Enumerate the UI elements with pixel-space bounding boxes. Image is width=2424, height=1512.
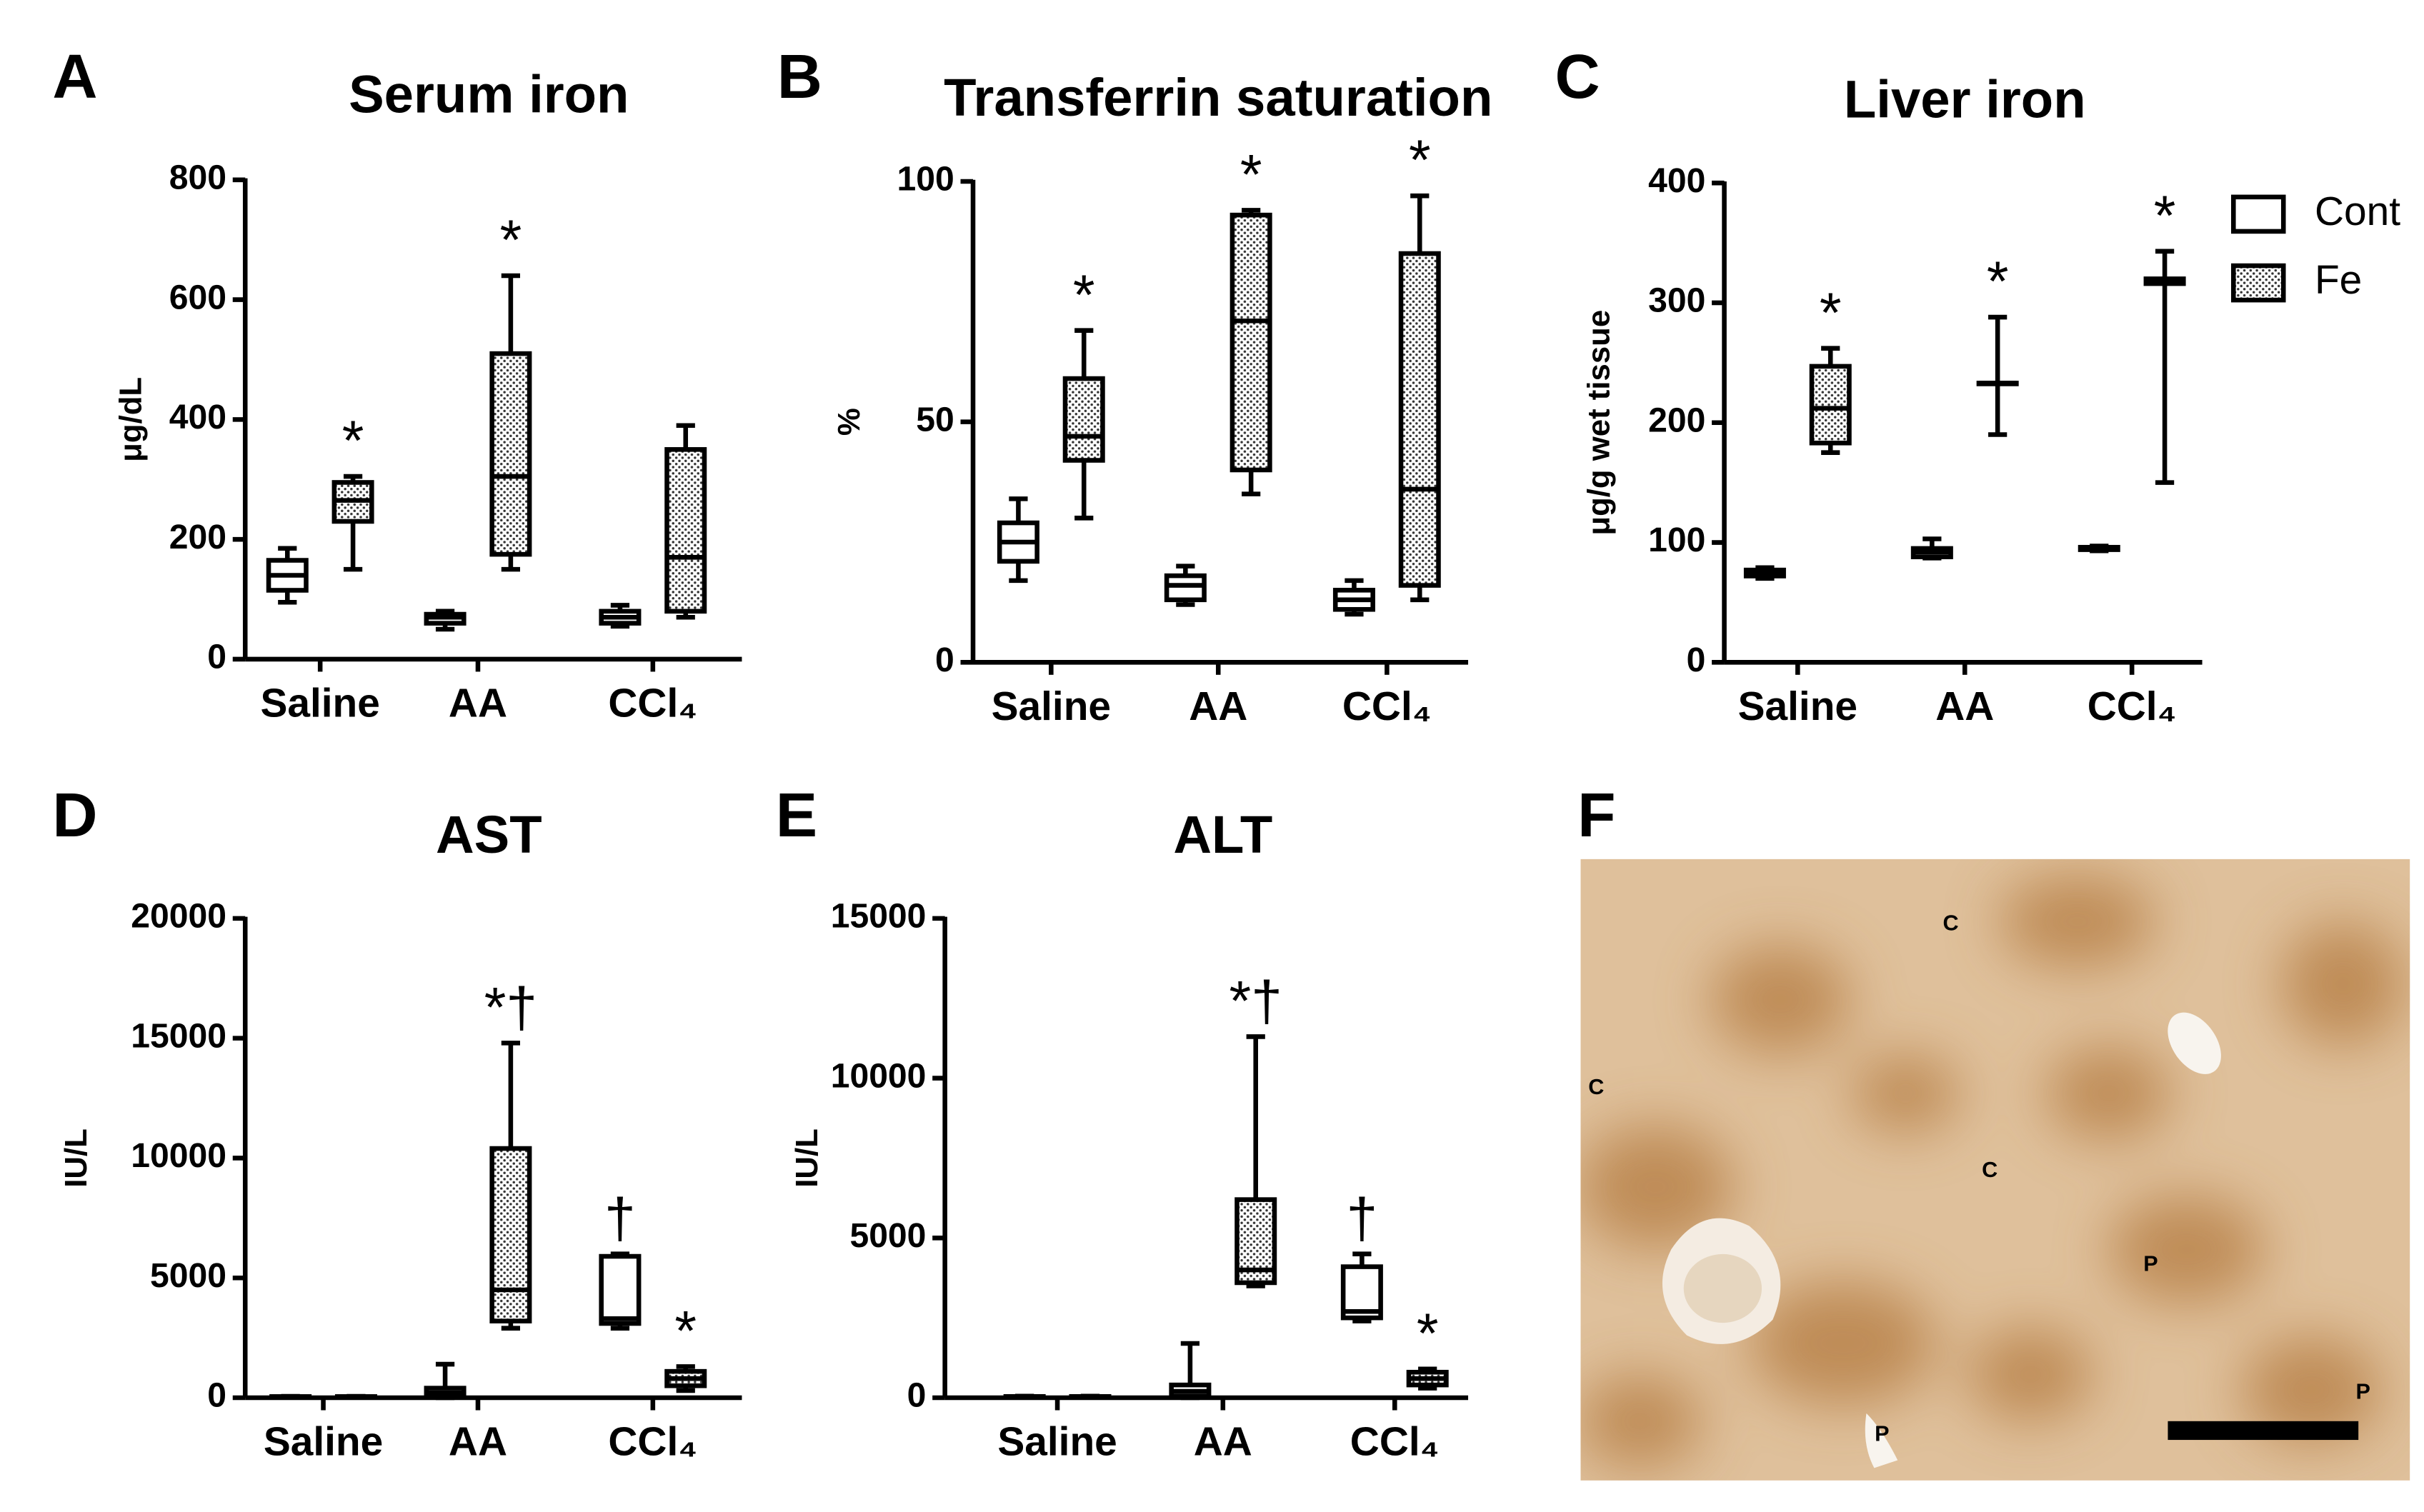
chart-panel: D AST IU/L † *† * 0 5000 10000 15000 20000 Saline AA…	[52, 780, 742, 1465]
y-tick-label: 0	[907, 1376, 927, 1415]
region-label: C	[1943, 911, 1959, 936]
y-tick-label: 200	[1648, 401, 1705, 439]
annotation: *	[1409, 129, 1431, 191]
chart-panel: E ALT IU/L † *† * 0 5000 10000 15000 Saline AA CCl₄	[776, 780, 1469, 1465]
annotation: *	[500, 209, 522, 271]
box	[664, 447, 707, 614]
legend-label: Cont	[2315, 189, 2400, 234]
x-tick-label: Saline	[260, 681, 379, 726]
annotation: *†	[1230, 969, 1282, 1032]
x-tick-label: Saline	[997, 1420, 1117, 1465]
annotation: *	[342, 409, 364, 472]
y-tick-label: 5000	[849, 1216, 926, 1255]
region-label: P	[2356, 1380, 2370, 1404]
y-axis-label: %	[832, 408, 867, 436]
legend-swatch	[2231, 263, 2286, 303]
y-tick-label: 15000	[131, 1016, 226, 1055]
scale-bar	[2168, 1421, 2359, 1441]
micrograph-panel: F C C C P P P	[1577, 780, 2410, 1481]
x-tick-label: CCl₄	[1350, 1420, 1440, 1465]
x-tick-label: CCl₄	[608, 681, 697, 726]
x-tick-label: Saline	[264, 1420, 383, 1465]
micrograph	[1580, 858, 2410, 1481]
region-label: C	[1982, 1158, 1997, 1182]
x-tick-label: CCl₄	[2088, 684, 2177, 729]
y-tick-label: 200	[169, 518, 226, 556]
panel-letter: C	[1555, 41, 1600, 111]
y-tick-label: 100	[1648, 521, 1705, 559]
annotation: *	[2154, 184, 2176, 247]
box	[489, 351, 532, 557]
annotation: *	[1820, 281, 1842, 344]
y-axis-label: μg/dL	[113, 377, 148, 462]
chart-title: Serum iron	[349, 65, 629, 124]
x-tick-label: AA	[1935, 684, 1994, 729]
region-label: P	[1875, 1422, 1889, 1446]
y-tick-label: 0	[207, 1376, 226, 1415]
box	[1164, 573, 1207, 603]
panel-letter: E	[776, 780, 817, 850]
y-tick-label: 0	[207, 638, 226, 676]
region-label: C	[1588, 1075, 1604, 1099]
x-tick-label: AA	[1189, 684, 1247, 729]
y-tick-label: 0	[1687, 641, 1706, 679]
y-tick-label: 100	[897, 160, 954, 199]
box	[489, 1146, 532, 1323]
y-tick-label: 10000	[831, 1056, 927, 1095]
box	[1809, 364, 1852, 446]
y-tick-label: 600	[169, 278, 226, 316]
x-tick-label: CCl₄	[1342, 684, 1432, 729]
y-tick-label: 20000	[131, 897, 226, 936]
annotation: †	[604, 1187, 636, 1250]
region-label: P	[2143, 1251, 2158, 1276]
y-axis-label: IU/L	[59, 1128, 94, 1188]
x-tick-label: AA	[449, 1420, 507, 1465]
chart-title: ALT	[1173, 805, 1272, 864]
annotation: *†	[484, 976, 537, 1038]
y-tick-label: 50	[916, 400, 954, 439]
y-tick-label: 0	[935, 641, 954, 679]
panel-letter: B	[777, 41, 822, 111]
x-tick-label: AA	[1194, 1420, 1252, 1465]
box	[1398, 251, 1441, 588]
x-tick-label: CCl₄	[608, 1420, 697, 1465]
panel-letter: F	[1577, 780, 1615, 850]
x-tick-label: Saline	[1738, 684, 1857, 729]
box	[1230, 212, 1272, 473]
chart-title: Transferrin saturation	[944, 68, 1492, 127]
box	[1062, 376, 1105, 463]
annotation: *	[1417, 1302, 1439, 1365]
x-tick-label: AA	[449, 681, 507, 726]
chart-title: Liver iron	[1844, 69, 2086, 129]
chart-panel: A Serum iron μg/dL * * 0 200 400 600 800 Saline AA C…	[52, 41, 742, 726]
legend-swatch	[2231, 194, 2286, 234]
x-tick-label: Saline	[992, 684, 1111, 729]
y-tick-label: 400	[1648, 161, 1705, 200]
legend-label: Fe	[2315, 258, 2362, 303]
chart-panel: B Transferrin saturation% * * * 0 50 100 Saline A…	[777, 41, 1493, 729]
y-tick-label: 800	[169, 158, 226, 196]
y-tick-label: 10000	[131, 1136, 226, 1175]
panel-letter: A	[52, 41, 97, 111]
annotation: *	[1987, 250, 2009, 313]
y-axis-label: IU/L	[789, 1128, 824, 1188]
box	[599, 1253, 642, 1326]
y-tick-label: 300	[1648, 281, 1705, 320]
annotation: †	[1346, 1187, 1377, 1250]
y-axis-label: μg/g wet tissue	[1581, 310, 1616, 536]
y-tick-label: 400	[169, 398, 226, 436]
annotation: *	[1240, 143, 1262, 206]
annotation: *	[1073, 264, 1095, 326]
chart-panel: C Liver iron μg/g wet tissue * * * 0 100 200 300 4…	[1555, 41, 2400, 729]
chart-title: AST	[436, 805, 542, 864]
y-tick-label: 15000	[831, 897, 927, 936]
y-tick-label: 5000	[150, 1256, 226, 1295]
panel-letter: D	[52, 780, 97, 850]
annotation: *	[674, 1299, 697, 1362]
